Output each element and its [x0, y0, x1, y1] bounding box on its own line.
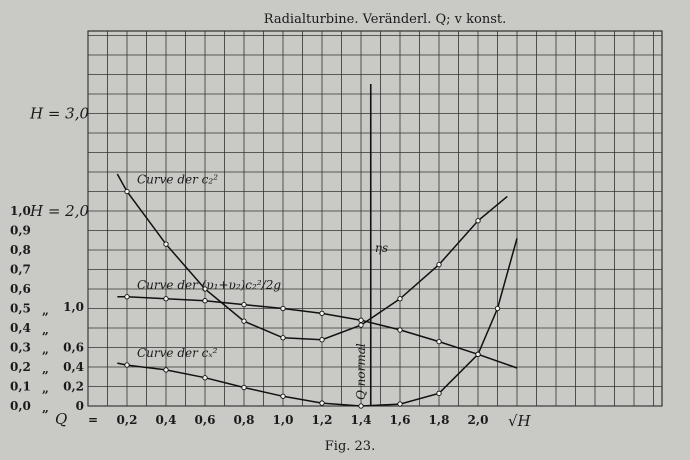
y-axis-h-tick: 0,4	[63, 360, 84, 374]
series-label-0: Curve der c₂²	[137, 173, 218, 187]
figure-caption: Fig. 23.	[325, 439, 375, 454]
series-point	[202, 375, 208, 381]
series-point	[397, 296, 403, 302]
series-point	[163, 296, 169, 302]
y-axis-h-label: H = 2,0	[29, 202, 89, 220]
series-point	[319, 337, 325, 343]
series-point	[358, 403, 364, 409]
x-axis-eq: =	[88, 413, 98, 427]
series-point	[436, 261, 442, 268]
x-axis-label: Q	[55, 410, 67, 428]
x-tick-label: 1,6	[390, 413, 411, 427]
y-axis-eff-tick: 0,6	[10, 282, 31, 296]
series-point	[280, 335, 286, 341]
ditto-mark: „	[42, 362, 49, 376]
ditto-mark: „	[42, 323, 49, 337]
y-axis-eff-tick: 0,2	[10, 360, 31, 374]
x-tick-label: 0,2	[117, 413, 138, 427]
series-point	[202, 298, 208, 304]
series-point	[475, 351, 481, 357]
y-axis-eff-tick: 0,3	[10, 341, 31, 355]
ditto-mark: „	[42, 382, 49, 396]
axis-labels: 0,2 0,4 0,6 0,8 1,0 1,2 1,4 1,6 1,8 2,0 Q = √H 0 0,2 0,…	[10, 105, 532, 431]
series-point	[280, 305, 286, 312]
series-line-2	[117, 238, 518, 407]
y-axis-eff-tick: 1,0	[10, 204, 31, 218]
y-axis-h-tick: 0	[76, 399, 84, 413]
y-axis-eff-tick: 0,7	[10, 263, 31, 277]
series-point	[124, 362, 130, 368]
series-line-0	[116, 173, 508, 341]
series-point	[358, 317, 364, 323]
series-point	[241, 318, 247, 324]
series-point	[397, 401, 403, 407]
series-point	[163, 241, 169, 247]
series-point	[319, 310, 325, 317]
x-tick-label: 1,0	[273, 413, 294, 427]
x-tick-label: 0,8	[234, 413, 255, 427]
y-axis-eff-tick: 0,8	[10, 243, 31, 257]
y-axis-eff-tick: 0,5	[10, 302, 31, 316]
series-label-2: Curve der cₓ²	[137, 346, 218, 360]
series-point	[358, 322, 364, 328]
series-point	[397, 327, 403, 333]
x-axis-unit: √H	[508, 412, 532, 430]
y-axis-eff-tick: 0,9	[10, 224, 31, 238]
y-axis-h-tick: 0,2	[63, 380, 84, 394]
y-axis-h-tick: 1,0	[63, 300, 84, 314]
y-axis-h-label: H = 3,0	[29, 105, 89, 123]
series-layer: Curve der c₂² Curve der (υ₁+υ₂)c₂²/2g Curv…	[116, 173, 518, 409]
series-point	[319, 400, 325, 406]
y-axis-eff-tick: 0,1	[10, 380, 31, 394]
series-point	[436, 338, 442, 345]
series-point	[494, 305, 501, 312]
series-point	[163, 367, 169, 373]
ditto-mark: „	[42, 304, 49, 318]
ditto-mark: „	[42, 343, 49, 357]
grid	[87, 30, 663, 407]
x-tick-label: 1,2	[312, 413, 333, 427]
series-point	[124, 294, 130, 300]
series-point	[436, 390, 442, 396]
series-point	[280, 393, 286, 399]
series-label-1: Curve der (υ₁+υ₂)c₂²/2g	[137, 278, 281, 292]
series-point	[124, 188, 130, 195]
series-line-1	[117, 296, 518, 369]
series-point	[241, 384, 247, 391]
y-axis-h-tick: 0,6	[63, 341, 84, 355]
eta-label: ηs	[375, 241, 388, 255]
ditto-mark: „	[42, 401, 49, 415]
annotation-layer: Q normal ηs	[354, 84, 388, 406]
y-axis-eff-tick: 0,0	[10, 399, 31, 413]
series-point	[475, 218, 481, 224]
x-tick-label: 0,6	[195, 413, 216, 427]
x-tick-label: 1,4	[351, 413, 372, 427]
series-point	[202, 286, 208, 292]
chart-title: Radialturbine. Veränderl. Q; v konst.	[264, 12, 506, 27]
x-tick-label: 1,8	[429, 413, 450, 427]
x-tick-label: 0,4	[156, 413, 177, 427]
q-normal-label: Q normal	[354, 343, 368, 400]
y-axis-eff-tick: 0,4	[10, 321, 31, 335]
series-point	[241, 301, 247, 308]
x-tick-label: 2,0	[468, 413, 489, 427]
